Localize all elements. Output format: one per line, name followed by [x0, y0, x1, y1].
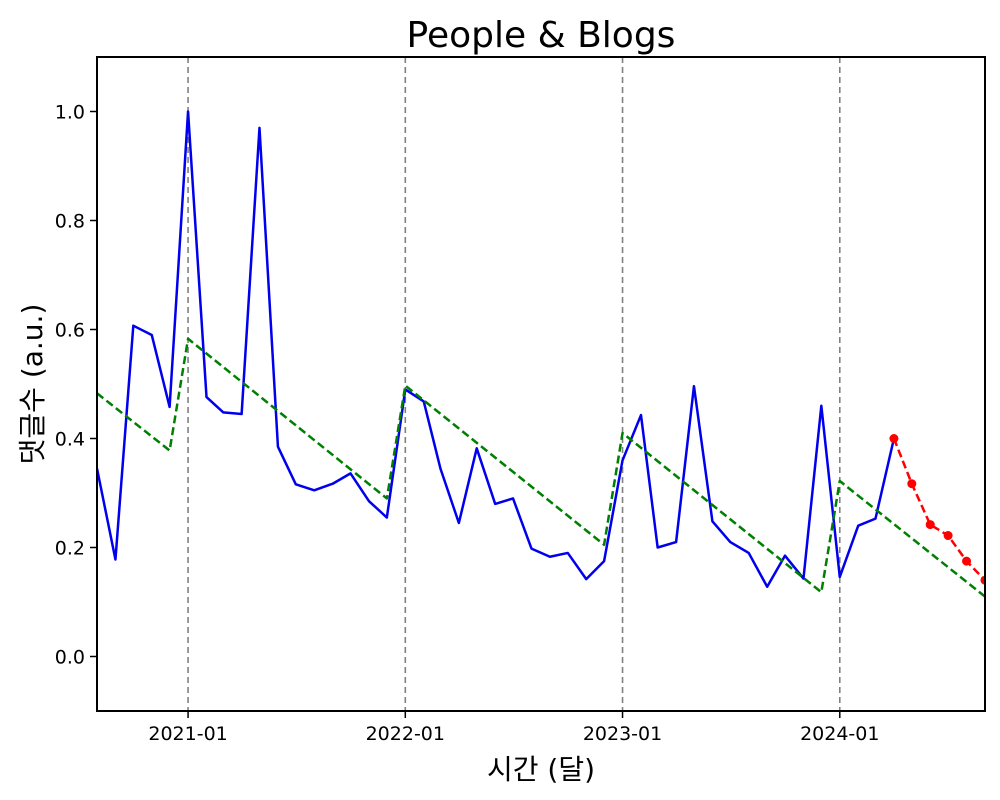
- plot-frame: [96, 56, 986, 712]
- series-3-point: [907, 479, 917, 489]
- series-line-2: [97, 337, 985, 598]
- y-tick-label: 0.4: [55, 429, 85, 451]
- chart-title: People & Blogs: [407, 15, 676, 56]
- x-tick-label: 2023-01: [583, 723, 662, 745]
- series-3-point: [925, 520, 935, 530]
- series-line-3: [892, 438, 985, 582]
- series-3-point: [943, 531, 953, 541]
- series-3-point: [889, 434, 899, 443]
- plot-area: 0.0 0.2 0.4 0.6 0.8 1.0 2021-01 2022-01 2023-01 2…: [55, 56, 986, 745]
- y-axis-label: 댓글수 (a.u.): [16, 304, 49, 465]
- y-tick-label: 0.6: [55, 320, 85, 342]
- y-tick-label: 0.8: [55, 211, 85, 233]
- x-tick-label: 2024-01: [800, 723, 879, 745]
- x-tick-label: 2022-01: [366, 723, 445, 745]
- x-axis-label: 시간 (달): [487, 753, 595, 786]
- x-tick-label: 2021-01: [148, 723, 227, 745]
- y-tick-label: 1.0: [55, 102, 85, 124]
- series-line-1: [97, 110, 896, 588]
- series-3-point: [980, 575, 985, 585]
- y-tick-label: 0.2: [55, 538, 85, 560]
- series-3-point: [962, 556, 972, 566]
- y-tick-label: 0.0: [55, 647, 85, 669]
